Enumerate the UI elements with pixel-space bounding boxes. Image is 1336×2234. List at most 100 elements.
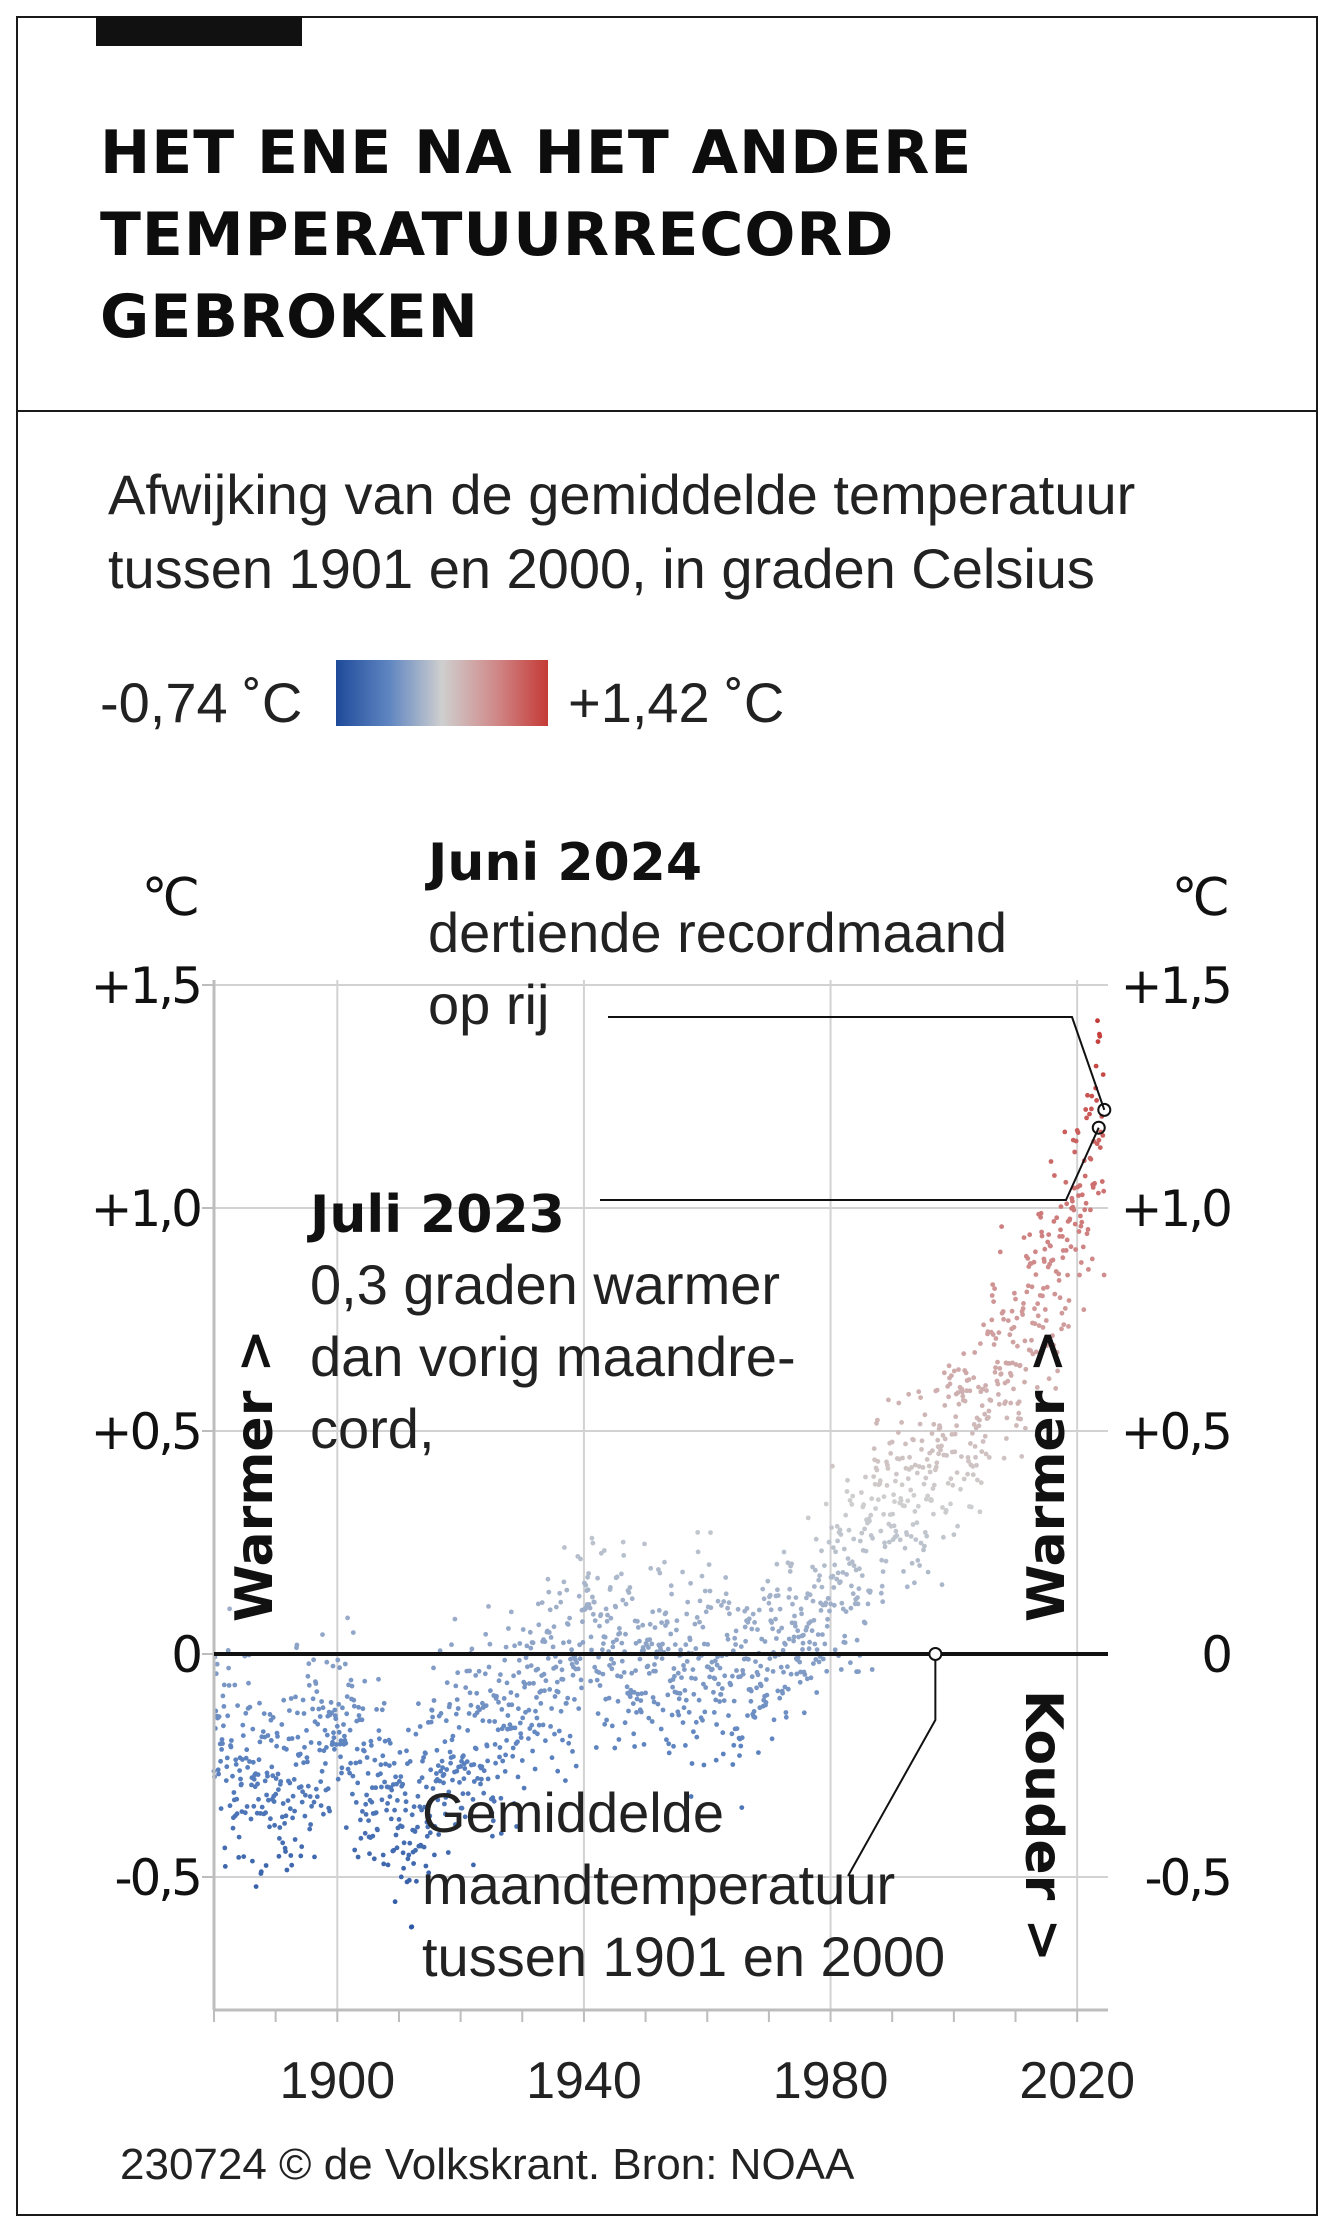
monthly-anomaly-point [842, 1633, 848, 1639]
monthly-anomaly-point [225, 1713, 231, 1719]
monthly-anomaly-point [991, 1299, 996, 1304]
monthly-anomaly-point [430, 1714, 435, 1720]
monthly-anomaly-point [769, 1620, 775, 1625]
monthly-anomaly-point [520, 1627, 526, 1632]
monthly-anomaly-point [1100, 1072, 1106, 1077]
monthly-anomaly-point [481, 1768, 487, 1774]
monthly-anomaly-point [765, 1578, 771, 1584]
monthly-anomaly-point [867, 1518, 872, 1524]
monthly-anomaly-point [899, 1482, 905, 1488]
monthly-anomaly-point [440, 1765, 445, 1770]
monthly-anomaly-point [720, 1730, 726, 1736]
annotation-layer: Warmer > Warmer > Kouder > Juni 2024 dertien… [225, 833, 1112, 1988]
monthly-anomaly-point [399, 1824, 405, 1830]
monthly-anomaly-point [838, 1579, 843, 1585]
monthly-anomaly-point [456, 1725, 462, 1730]
monthly-anomaly-point [629, 1670, 635, 1676]
monthly-anomaly-point [473, 1746, 479, 1752]
monthly-anomaly-point [850, 1493, 856, 1499]
monthly-anomaly-point [250, 1759, 256, 1765]
monthly-anomaly-point [1059, 1310, 1065, 1316]
monthly-anomaly-point [675, 1670, 681, 1676]
monthly-anomaly-point [799, 1611, 804, 1617]
monthly-anomaly-point [508, 1609, 514, 1615]
monthly-anomaly-point [826, 1539, 832, 1545]
monthly-anomaly-point [777, 1695, 783, 1701]
monthly-anomaly-point [717, 1665, 723, 1671]
graphic-frame [16, 16, 1318, 2216]
monthly-anomaly-point [834, 1576, 840, 1582]
monthly-anomaly-point [961, 1476, 967, 1482]
monthly-anomaly-point [849, 1559, 855, 1565]
monthly-anomaly-point [1099, 1179, 1105, 1184]
monthly-anomaly-point [495, 1727, 501, 1733]
monthly-anomaly-point [360, 1809, 365, 1814]
monthly-anomaly-point [1008, 1373, 1014, 1378]
monthly-anomaly-point [597, 1623, 602, 1629]
monthly-anomaly-point [965, 1455, 971, 1460]
monthly-anomaly-point [620, 1539, 626, 1545]
monthly-anomaly-point [498, 1831, 504, 1836]
monthly-anomaly-point [828, 1601, 833, 1607]
monthly-anomaly-point [615, 1698, 621, 1704]
monthly-anomaly-point [627, 1694, 633, 1700]
monthly-anomaly-point [683, 1743, 688, 1748]
monthly-anomaly-point [694, 1734, 700, 1740]
monthly-anomaly-point [649, 1719, 655, 1724]
monthly-anomaly-point [279, 1814, 285, 1820]
monthly-anomaly-point [381, 1861, 387, 1867]
monthly-anomaly-point [256, 1796, 261, 1802]
monthly-anomaly-point [897, 1537, 903, 1543]
monthly-anomaly-point [695, 1530, 701, 1535]
monthly-anomaly-point [650, 1695, 656, 1700]
monthly-anomaly-point [1004, 1415, 1010, 1421]
monthly-anomaly-point [432, 1824, 438, 1829]
monthly-anomaly-point [666, 1741, 672, 1747]
monthly-anomaly-point [518, 1731, 524, 1736]
monthly-anomaly-point [835, 1570, 841, 1576]
monthly-anomaly-point [609, 1656, 614, 1662]
monthly-anomaly-point [961, 1351, 967, 1357]
monthly-anomaly-point [567, 1615, 572, 1621]
monthly-anomaly-point [321, 1811, 326, 1817]
monthly-anomaly-point [831, 1585, 837, 1590]
monthly-anomaly-point [560, 1677, 566, 1682]
monthly-anomaly-point [931, 1482, 937, 1488]
monthly-anomaly-point [1035, 1313, 1041, 1319]
monthly-anomaly-point [596, 1670, 602, 1675]
monthly-anomaly-point [474, 1690, 480, 1696]
monthly-anomaly-point [518, 1735, 524, 1740]
monthly-anomaly-point [676, 1712, 682, 1718]
monthly-anomaly-point [594, 1677, 600, 1683]
monthly-anomaly-point [272, 1822, 277, 1828]
monthly-anomaly-point [284, 1867, 290, 1873]
monthly-anomaly-point [689, 1675, 694, 1681]
monthly-anomaly-point [670, 1684, 675, 1690]
monthly-anomaly-point [516, 1657, 522, 1663]
monthly-anomaly-point [939, 1582, 945, 1588]
monthly-anomaly-point [839, 1600, 845, 1606]
monthly-anomaly-point [215, 1767, 221, 1773]
monthly-anomaly-point [566, 1639, 572, 1645]
monthly-anomaly-point [962, 1398, 968, 1404]
monthly-anomaly-point [823, 1501, 829, 1507]
monthly-anomaly-point [871, 1474, 877, 1479]
monthly-anomaly-point [751, 1709, 757, 1714]
monthly-anomaly-point [906, 1391, 912, 1397]
monthly-anomaly-point [437, 1648, 443, 1654]
monthly-anomaly-point [949, 1373, 954, 1378]
monthly-anomaly-point [225, 1648, 231, 1653]
monthly-anomaly-point [587, 1605, 593, 1611]
colder-label-right: Kouder > [1013, 1690, 1073, 1962]
monthly-anomaly-point [781, 1669, 786, 1675]
monthly-anomaly-point [810, 1564, 815, 1570]
monthly-anomaly-point [1040, 1293, 1045, 1299]
monthly-anomaly-point [848, 1660, 853, 1666]
monthly-anomaly-point [857, 1566, 862, 1572]
monthly-anomaly-point [907, 1454, 912, 1460]
monthly-anomaly-point [339, 1765, 345, 1771]
monthly-anomaly-point [449, 1642, 454, 1648]
monthly-anomaly-point [859, 1530, 865, 1536]
monthly-anomaly-point [894, 1471, 899, 1477]
monthly-anomaly-point [893, 1478, 898, 1484]
